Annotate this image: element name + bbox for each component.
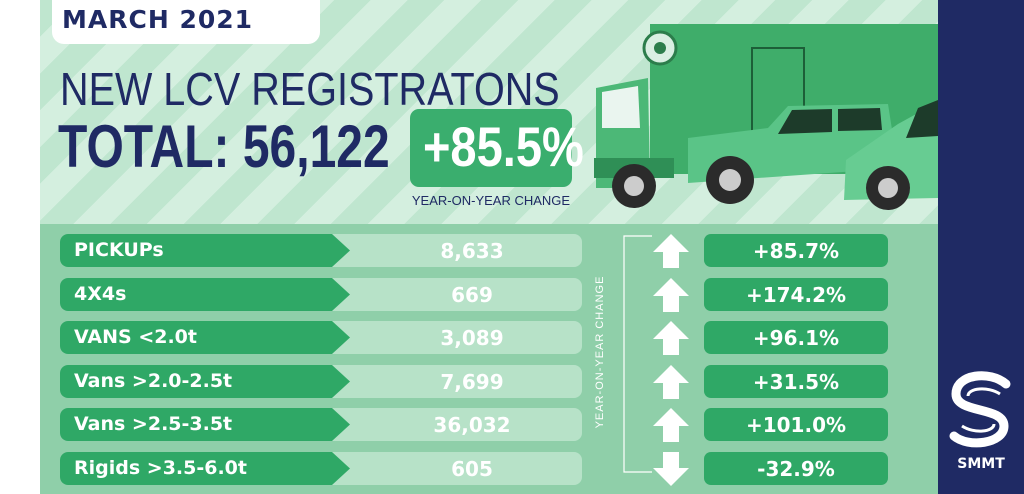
total-change-box: [410, 109, 572, 187]
total-change-caption: YEAR-ON-YEAR CHANGE: [411, 193, 571, 208]
category-label: Vans >2.5-3.5t: [74, 413, 233, 435]
registrations-value: 8,633: [440, 239, 504, 263]
total-change-value: +85.5%: [422, 115, 584, 178]
van-illustration: [844, 100, 938, 210]
change-pill: [704, 452, 888, 485]
total-registrations: TOTAL: 56,122: [58, 113, 390, 180]
category-label-box: [60, 408, 350, 441]
arrow-up-icon: [653, 408, 689, 442]
change-value: +101.0%: [745, 413, 847, 437]
arrow-down-icon: [653, 452, 689, 486]
vehicles-illustration: [594, 24, 938, 210]
registrations-value: 3,089: [440, 326, 504, 350]
change-value: -32.9%: [757, 457, 835, 481]
category-label: PICKUPs: [74, 239, 164, 261]
registrations-value: 7,699: [440, 370, 504, 394]
category-label: VANS <2.0t: [74, 326, 197, 348]
change-pill: [704, 365, 888, 398]
registrations-value: 669: [451, 283, 493, 307]
category-label: Rigids >3.5-6.0t: [74, 457, 247, 479]
change-value: +96.1%: [752, 326, 840, 350]
arrow-up-icon: [653, 321, 689, 355]
change-pill: [704, 321, 888, 354]
change-pill: [704, 278, 888, 311]
category-label-box: [60, 452, 350, 485]
brand-name: SMMT: [957, 456, 1005, 472]
pickup-illustration: [688, 104, 898, 204]
date-tab: [52, 0, 320, 44]
category-label-box: [60, 365, 350, 398]
change-axis-label: YEAR-ON-YEAR CHANGE: [594, 275, 606, 429]
change-value: +31.5%: [752, 370, 840, 394]
registrations-value: 605: [451, 457, 493, 481]
table-band: [40, 224, 938, 494]
date-label: MARCH 2021: [62, 5, 254, 34]
category-label-box: [60, 321, 350, 354]
arrow-up-icon: [653, 278, 689, 312]
change-value: +174.2%: [745, 283, 847, 307]
registrations-value: 36,032: [433, 413, 511, 437]
page-title: NEW LCV REGISTRATONS: [60, 63, 560, 115]
arrow-up-icon: [653, 365, 689, 399]
change-bracket: [623, 235, 652, 473]
category-label-box: [60, 234, 350, 267]
category-label: 4X4s: [74, 283, 127, 305]
smmt-logo-icon: [949, 371, 1011, 448]
change-pill: [704, 234, 888, 267]
arrow-up-icon: [653, 234, 689, 268]
category-label: Vans >2.0-2.5t: [74, 370, 233, 392]
category-label-box: [60, 278, 350, 311]
change-pill: [704, 408, 888, 441]
change-value: +85.7%: [752, 239, 840, 263]
